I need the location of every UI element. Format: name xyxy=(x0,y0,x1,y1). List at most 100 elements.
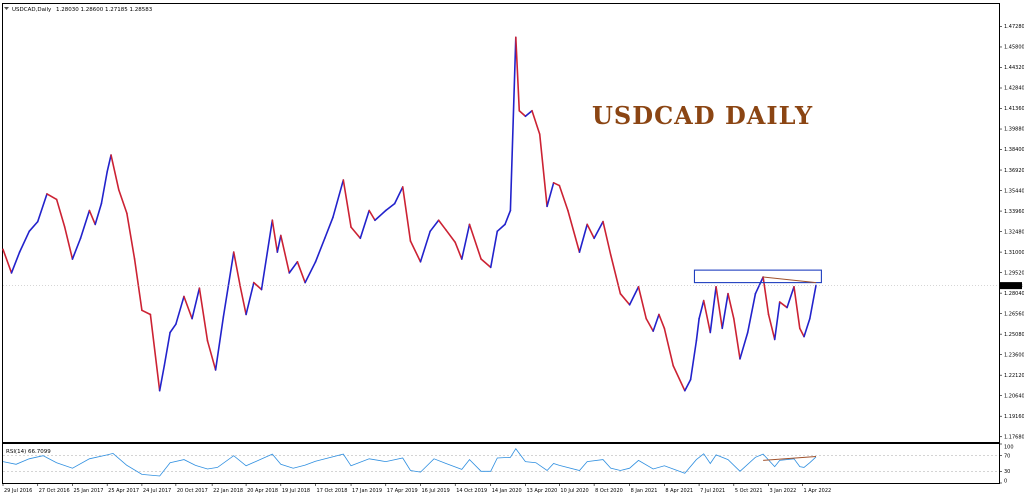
price-segment xyxy=(518,109,527,118)
price-segment xyxy=(684,378,692,392)
price-tick-label: 1.33960 xyxy=(1004,209,1024,215)
price-segment xyxy=(746,292,757,334)
price-segment xyxy=(754,276,764,295)
price-segment xyxy=(63,226,74,260)
price-segment xyxy=(10,251,21,274)
time-tick-label: 19 Jul 2018 xyxy=(282,488,310,494)
price-segment xyxy=(429,219,440,233)
price-segment xyxy=(762,276,770,316)
current-price-badge xyxy=(1000,282,1022,290)
time-tick-label: 16 Jul 2019 xyxy=(421,488,449,494)
time-tick-label: 24 Jul 2017 xyxy=(143,488,171,494)
price-segment xyxy=(55,198,66,228)
price-segment xyxy=(342,179,352,228)
price-segment xyxy=(253,281,263,291)
time-tick-label: 5 Oct 2021 xyxy=(735,488,763,494)
chart-title: USDCAD DAILY xyxy=(592,101,813,130)
price-tick-label: 1.26560 xyxy=(1004,311,1024,317)
price-segment xyxy=(778,301,788,309)
price-segment xyxy=(79,209,91,240)
price-tick-label: 1.35440 xyxy=(1004,188,1024,194)
time-tick-label: 10 Jul 2020 xyxy=(560,488,588,494)
price-segment xyxy=(496,223,506,233)
price-segment xyxy=(359,209,370,240)
price-segment xyxy=(2,248,13,274)
price-segment xyxy=(803,317,811,338)
price-segment xyxy=(468,223,482,260)
price-segment xyxy=(437,219,447,231)
price-tick-label: 1.25080 xyxy=(1004,332,1024,338)
price-segment xyxy=(658,313,666,330)
price-segment xyxy=(100,170,108,205)
price-segment xyxy=(401,186,412,242)
price-segment xyxy=(689,340,698,381)
price-segment xyxy=(332,179,345,219)
time-tick-label: 25 Apr 2017 xyxy=(108,488,139,494)
price-segment xyxy=(110,154,120,191)
price-segment xyxy=(524,109,533,118)
price-tick-label: 1.36920 xyxy=(1004,168,1024,174)
rsi-tick-label: 30 xyxy=(1004,469,1010,475)
price-segment xyxy=(798,327,805,338)
rsi-axis: 100 70 30 0 xyxy=(999,443,1014,485)
price-segment xyxy=(698,299,705,320)
price-segment xyxy=(106,154,112,173)
price-tick-label: 1.17680 xyxy=(1004,434,1024,440)
price-tick-label: 1.22120 xyxy=(1004,373,1024,379)
resistance-box xyxy=(693,269,822,284)
price-segment xyxy=(454,241,463,260)
price-segment xyxy=(546,182,555,208)
price-segment xyxy=(314,237,326,263)
price-tick-label: 1.39880 xyxy=(1004,127,1024,133)
price-segment xyxy=(169,323,177,334)
menu-triangle-icon[interactable] xyxy=(4,7,9,10)
price-segment xyxy=(222,251,235,319)
price-segment xyxy=(198,287,209,342)
time-tick-label: 17 Jan 2019 xyxy=(352,488,382,494)
price-segment xyxy=(586,223,595,240)
price-tick-label: 1.47280 xyxy=(1004,24,1024,30)
time-tick-label: 25 Jan 2017 xyxy=(73,488,103,494)
price-segment xyxy=(602,220,612,256)
price-segment xyxy=(368,209,376,222)
time-tick-label: 29 Jul 2016 xyxy=(4,488,32,494)
price-series xyxy=(2,36,817,392)
price-segment xyxy=(149,313,161,392)
price-segment xyxy=(578,223,588,253)
rsi-tick-label: 0 xyxy=(1004,479,1007,485)
price-segment xyxy=(133,258,143,312)
price-tick-label: 1.38400 xyxy=(1004,147,1024,153)
price-tick-label: 1.19160 xyxy=(1004,414,1024,420)
time-axis: 29 Jul 2016 27 Oct 2016 25 Jan 2017 25 Apr … xyxy=(2,483,831,494)
price-segment xyxy=(183,295,193,320)
rsi-tick-label: 70 xyxy=(1004,453,1010,459)
time-tick-label: 1 Apr 2022 xyxy=(803,488,831,494)
price-segment xyxy=(767,313,776,341)
price-segment xyxy=(558,184,569,212)
price-segment xyxy=(232,251,242,288)
price-segment xyxy=(94,202,103,226)
time-tick-label: 14 Oct 2019 xyxy=(456,488,487,494)
price-tick-label: 1.28040 xyxy=(1004,291,1024,297)
price-segment xyxy=(504,209,512,226)
price-segment xyxy=(619,292,631,306)
price-segment xyxy=(786,285,795,309)
price-segment xyxy=(727,292,735,320)
price-segment xyxy=(141,309,152,316)
rsi-label: RSI(14) 66.7099 xyxy=(6,449,51,455)
price-segment xyxy=(206,340,217,371)
price-tick-label: 1.42840 xyxy=(1004,86,1024,92)
price-segment xyxy=(191,287,201,320)
price-segment xyxy=(637,285,648,320)
svg-text:USDCAD,Daily 1.28030 1.286: USDCAD,Daily 1.28030 1.28600 1.27185 1.2… xyxy=(12,7,153,13)
time-tick-label: 20 Oct 2017 xyxy=(177,488,208,494)
current-price-marker: 1.28583 xyxy=(3,282,1023,289)
price-segment xyxy=(126,212,136,260)
price-segment xyxy=(552,182,561,187)
price-segment xyxy=(593,220,604,240)
price-segment xyxy=(158,364,166,392)
time-tick-label: 14 Jan 2020 xyxy=(492,488,522,494)
price-tick-label: 1.32480 xyxy=(1004,229,1024,235)
price-segment xyxy=(271,219,279,253)
price-segment xyxy=(288,261,299,274)
